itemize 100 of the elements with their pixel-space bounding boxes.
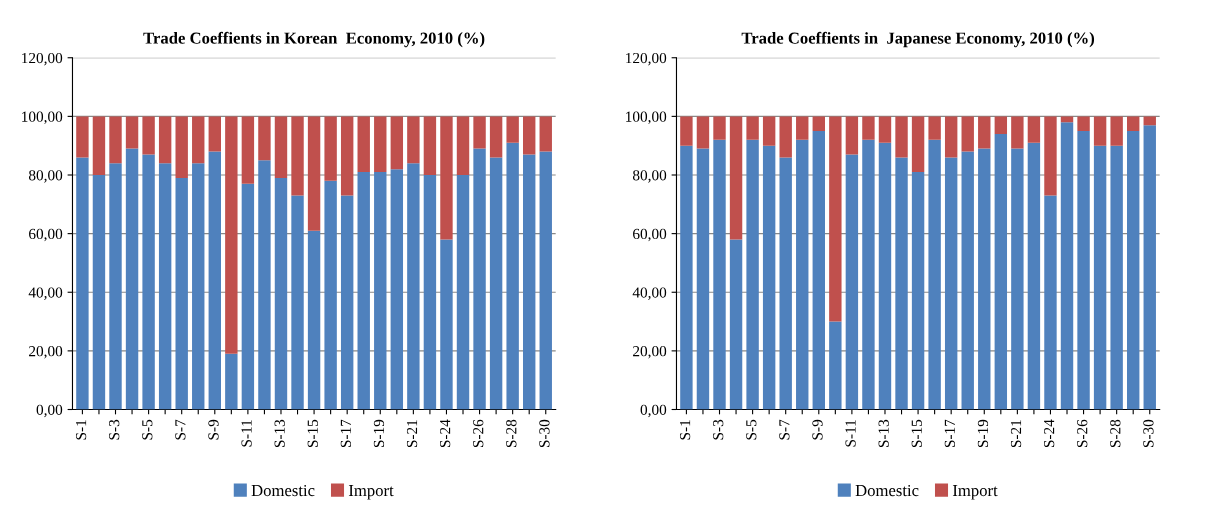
bar xyxy=(961,151,974,410)
bar xyxy=(829,321,842,410)
y-tick-label: 120,00 xyxy=(22,52,63,66)
x-tick-label: S-15 xyxy=(307,419,318,448)
bar xyxy=(696,116,710,149)
y-tick-label: 40,00 xyxy=(632,287,667,300)
x-tick-label: S-24 xyxy=(1044,419,1055,448)
x-tick-label: S-7 xyxy=(175,419,186,440)
bar xyxy=(340,195,354,410)
bar xyxy=(878,142,892,410)
x-tick-label: S-1 xyxy=(75,420,87,440)
bar xyxy=(539,116,552,152)
x-tick-label: S-13 xyxy=(274,419,285,448)
y-tick-label: 0,00 xyxy=(640,404,667,418)
bar xyxy=(729,116,743,240)
bar xyxy=(539,151,552,410)
bar xyxy=(862,139,875,410)
x-tick-label: S-5 xyxy=(142,419,153,440)
bar xyxy=(125,148,139,410)
x-tick-label: S-11 xyxy=(845,420,856,447)
x-tick-label: S-7 xyxy=(779,419,790,440)
bar xyxy=(779,116,792,158)
bar xyxy=(978,148,991,410)
bar xyxy=(1127,131,1140,410)
bar xyxy=(1044,116,1057,196)
bar xyxy=(489,157,503,410)
bar xyxy=(473,116,486,149)
bar xyxy=(407,116,420,164)
bar xyxy=(390,169,404,410)
legend-label: Import xyxy=(952,485,998,500)
bar xyxy=(1027,116,1041,143)
legend-label: Import xyxy=(348,485,394,500)
bar xyxy=(76,116,89,158)
bar xyxy=(845,116,859,155)
bar xyxy=(1110,116,1123,146)
x-tick-label: S-11 xyxy=(241,420,252,447)
bar xyxy=(109,163,122,410)
bar xyxy=(696,148,710,410)
chart-title: Trade Coeffients in Korean Economy, 2010 (%) xyxy=(143,31,485,48)
bar xyxy=(523,116,536,155)
bar xyxy=(1143,116,1156,126)
y-tick-label: 60,00 xyxy=(29,228,63,242)
bar xyxy=(225,353,238,410)
bar xyxy=(944,116,958,158)
bar xyxy=(274,116,288,178)
bar xyxy=(746,116,759,140)
bar xyxy=(274,177,288,410)
bar xyxy=(258,160,271,410)
y-tick-label: 80,00 xyxy=(632,170,667,183)
bar xyxy=(175,116,188,178)
bar xyxy=(680,116,693,146)
legend-label: Domestic xyxy=(855,484,919,497)
bar xyxy=(192,163,205,410)
bar xyxy=(506,116,519,143)
bar xyxy=(307,230,321,410)
bar xyxy=(357,172,370,410)
bar xyxy=(208,116,221,152)
bar xyxy=(895,157,908,410)
bar xyxy=(357,116,370,173)
x-tick-label: S-21 xyxy=(1010,420,1022,448)
y-tick-label: 100,00 xyxy=(22,111,63,125)
bar xyxy=(1027,142,1041,410)
bar xyxy=(125,116,139,149)
bar xyxy=(440,239,453,410)
bar xyxy=(523,154,536,410)
bar xyxy=(241,183,255,410)
bar xyxy=(291,116,304,196)
bar xyxy=(76,157,89,410)
x-tick-label: S-5 xyxy=(746,419,757,440)
bar xyxy=(456,116,470,175)
bar xyxy=(911,172,925,410)
bar xyxy=(374,116,387,173)
legend-label: Domestic xyxy=(251,484,315,497)
bar xyxy=(92,116,106,175)
x-tick-label: S-9 xyxy=(208,419,219,440)
bar xyxy=(1060,116,1074,123)
x-tick-label: S-9 xyxy=(812,419,823,440)
bar xyxy=(506,142,519,410)
bar xyxy=(1011,116,1024,149)
x-tick-label: S-3 xyxy=(713,419,724,440)
y-tick-label: 100,00 xyxy=(626,111,667,125)
x-tick-label: S-21 xyxy=(406,420,418,448)
bar xyxy=(340,116,354,196)
bar xyxy=(92,175,106,410)
bar xyxy=(225,116,238,354)
bar xyxy=(489,116,503,158)
bar xyxy=(158,116,172,164)
bar xyxy=(407,163,420,410)
bar xyxy=(1110,145,1123,410)
y-tick-label: 20,00 xyxy=(633,346,667,359)
x-tick-label: S-30 xyxy=(1143,419,1154,448)
bar xyxy=(1077,131,1090,410)
bar xyxy=(796,139,809,410)
bar xyxy=(158,163,172,410)
y-tick-label: 0,00 xyxy=(36,404,63,418)
bar xyxy=(241,116,255,184)
bar xyxy=(456,175,470,410)
bar xyxy=(1044,195,1057,410)
bar xyxy=(944,157,958,410)
bar xyxy=(1093,145,1107,410)
